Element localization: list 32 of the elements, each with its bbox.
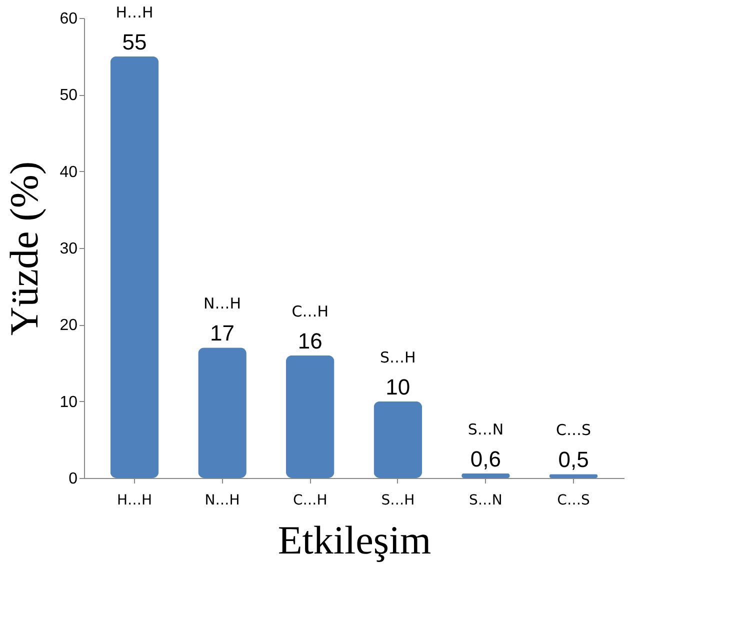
bar — [286, 355, 334, 478]
y-tick-label: 40 — [60, 164, 78, 181]
annotation: C…S — [556, 421, 592, 440]
data-label: 0,5 — [558, 447, 589, 472]
y-tick-label: 20 — [60, 317, 78, 334]
y-tick-label: 30 — [60, 240, 78, 258]
y-tick-label: 50 — [60, 87, 78, 104]
annotation: S…H — [380, 348, 416, 366]
y-tick-label: 60 — [60, 10, 78, 28]
data-label: 17 — [210, 320, 235, 346]
bar — [374, 401, 422, 478]
annotation: H…H — [116, 3, 154, 22]
x-tick-label: C…S — [557, 492, 590, 508]
x-tick-label: C…H — [292, 492, 328, 508]
data-label: 55 — [122, 29, 147, 54]
data-label: 10 — [386, 374, 410, 400]
bar — [110, 56, 159, 478]
bar — [462, 473, 510, 478]
x-tick-label: H…H — [116, 492, 152, 508]
annotation: C…H — [292, 302, 328, 320]
y-axis-title: Yüzde (%) — [2, 161, 47, 336]
x-tick-label: N…H — [204, 492, 240, 508]
data-label: 16 — [298, 328, 322, 354]
y-tick-label: 10 — [60, 394, 78, 411]
data-label: 0,6 — [470, 446, 502, 472]
annotation: N…H — [204, 294, 242, 313]
x-tick-label: S…H — [381, 492, 415, 508]
bar — [198, 348, 246, 478]
annotation: S…N — [468, 420, 504, 438]
x-axis-title: Etkileşim — [278, 518, 432, 562]
y-tick-label: 0 — [68, 470, 78, 488]
x-tick-label: S…N — [469, 492, 502, 508]
